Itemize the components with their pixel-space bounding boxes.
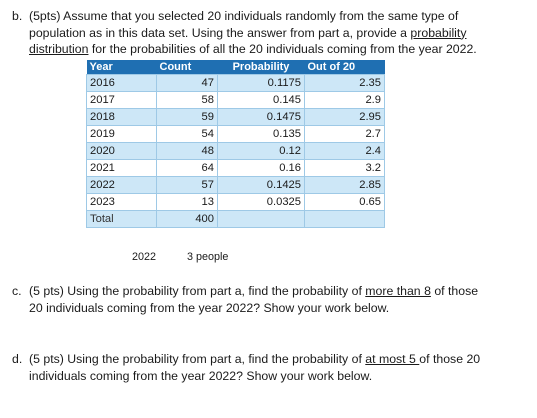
cell-out-of-20: 2.85 [304, 176, 385, 194]
cell-year: 2020 [86, 142, 157, 160]
table-row: 2022 57 0.1425 2.85 [86, 176, 385, 194]
table-row: 2017 58 0.145 2.9 [86, 91, 385, 109]
cell-out-of-20: 2.35 [304, 74, 385, 92]
cell-year: 2017 [86, 91, 157, 109]
cell-count: 54 [156, 125, 218, 143]
cell-out-of-20: 2.95 [304, 108, 385, 126]
question-b-number: b. [12, 9, 23, 23]
question-c-line-2: 20 individuals coming from the year 2022… [29, 300, 390, 315]
table-header-row: Year Count Probability Out of 20 [86, 60, 385, 75]
question-c-line-1: (5 pts) Using the probability from part … [29, 283, 478, 300]
cell-count: 47 [156, 74, 218, 92]
cell-out-of-20: 2.9 [304, 91, 385, 109]
question-d-line-1-pre: (5 pts) Using the probability from part … [29, 352, 366, 366]
cell-out-of-20: 2.4 [304, 142, 385, 160]
cell-year: 2018 [86, 108, 157, 126]
cell-probability: 0.145 [217, 91, 305, 109]
question-d-line-2: individuals coming from the year 2022? S… [29, 368, 373, 383]
distribution-underlined: distribution [29, 42, 89, 56]
total-count: 400 [156, 210, 218, 228]
probability-table: Year Count Probability Out of 20 2016 47… [86, 60, 385, 228]
question-c-line-1-pre: (5 pts) Using the probability from part … [29, 284, 366, 298]
cell-count: 57 [156, 176, 218, 194]
note-year: 2022 [132, 251, 157, 263]
cell-probability: 0.16 [217, 159, 305, 177]
cell-out-of-20: 3.2 [304, 159, 385, 177]
cell-year: 2016 [86, 74, 157, 92]
question-c-number: c. [12, 284, 22, 298]
more-than-8-underlined: more than 8 [365, 284, 431, 298]
probability-underlined: probability [410, 25, 467, 40]
question-d-line-1-post: of those 20 [419, 352, 481, 366]
cell-count: 48 [156, 142, 218, 160]
cell-year: 2019 [86, 125, 157, 143]
table-row: 2018 59 0.1475 2.95 [86, 108, 385, 126]
header-out-of-20: Out of 20 [304, 60, 385, 75]
table-row: 2023 13 0.0325 0.65 [86, 193, 385, 211]
question-b-line-2-text: population as in this data set. Using th… [29, 25, 411, 40]
total-probability-empty [217, 210, 305, 228]
table-row: 2021 64 0.16 3.2 [86, 159, 385, 177]
cell-count: 13 [156, 193, 218, 211]
total-label: Total [86, 210, 157, 228]
cell-year: 2022 [86, 176, 157, 194]
cell-year: 2023 [86, 193, 157, 211]
question-b-line-1: (5pts) Assume that you selected 20 indiv… [29, 9, 459, 23]
cell-year: 2021 [86, 159, 157, 177]
total-out-of-20-empty [304, 210, 385, 228]
cell-probability: 0.1175 [217, 74, 305, 92]
question-c-line-1-post: of those [430, 284, 479, 298]
note-value: 3 people [187, 251, 229, 263]
cell-out-of-20: 0.65 [304, 193, 385, 211]
question-b-line-2: population as in this data set. Using th… [29, 25, 477, 42]
question-c-text: (5 pts) Using the probability from part … [29, 283, 478, 316]
header-probability: Probability [217, 60, 305, 75]
question-d-line-1: (5 pts) Using the probability from part … [29, 351, 480, 368]
cell-probability: 0.1475 [217, 108, 305, 126]
cell-count: 59 [156, 108, 218, 126]
cell-probability: 0.0325 [217, 193, 305, 211]
cell-count: 58 [156, 91, 218, 109]
cell-count: 64 [156, 159, 218, 177]
header-count: Count [156, 60, 218, 75]
question-b-text: (5pts) Assume that you selected 20 indiv… [29, 8, 477, 58]
cell-probability: 0.135 [217, 125, 305, 143]
table-total-row: Total 400 [86, 210, 385, 228]
table-row: 2016 47 0.1175 2.35 [86, 74, 385, 92]
question-d-text: (5 pts) Using the probability from part … [29, 351, 480, 384]
cell-out-of-20: 2.7 [304, 125, 385, 143]
at-most-5-underlined: at most 5 [365, 352, 420, 366]
cell-probability: 0.1425 [217, 176, 305, 194]
table-row: 2020 48 0.12 2.4 [86, 142, 385, 160]
question-b-line-3: distribution for the probabilities of al… [29, 41, 477, 58]
cell-probability: 0.12 [217, 142, 305, 160]
table-row: 2019 54 0.135 2.7 [86, 125, 385, 143]
question-d-number: d. [12, 352, 23, 366]
header-year: Year [86, 60, 157, 75]
question-b-line-3-text: for the probabilities of all the 20 indi… [88, 42, 477, 56]
